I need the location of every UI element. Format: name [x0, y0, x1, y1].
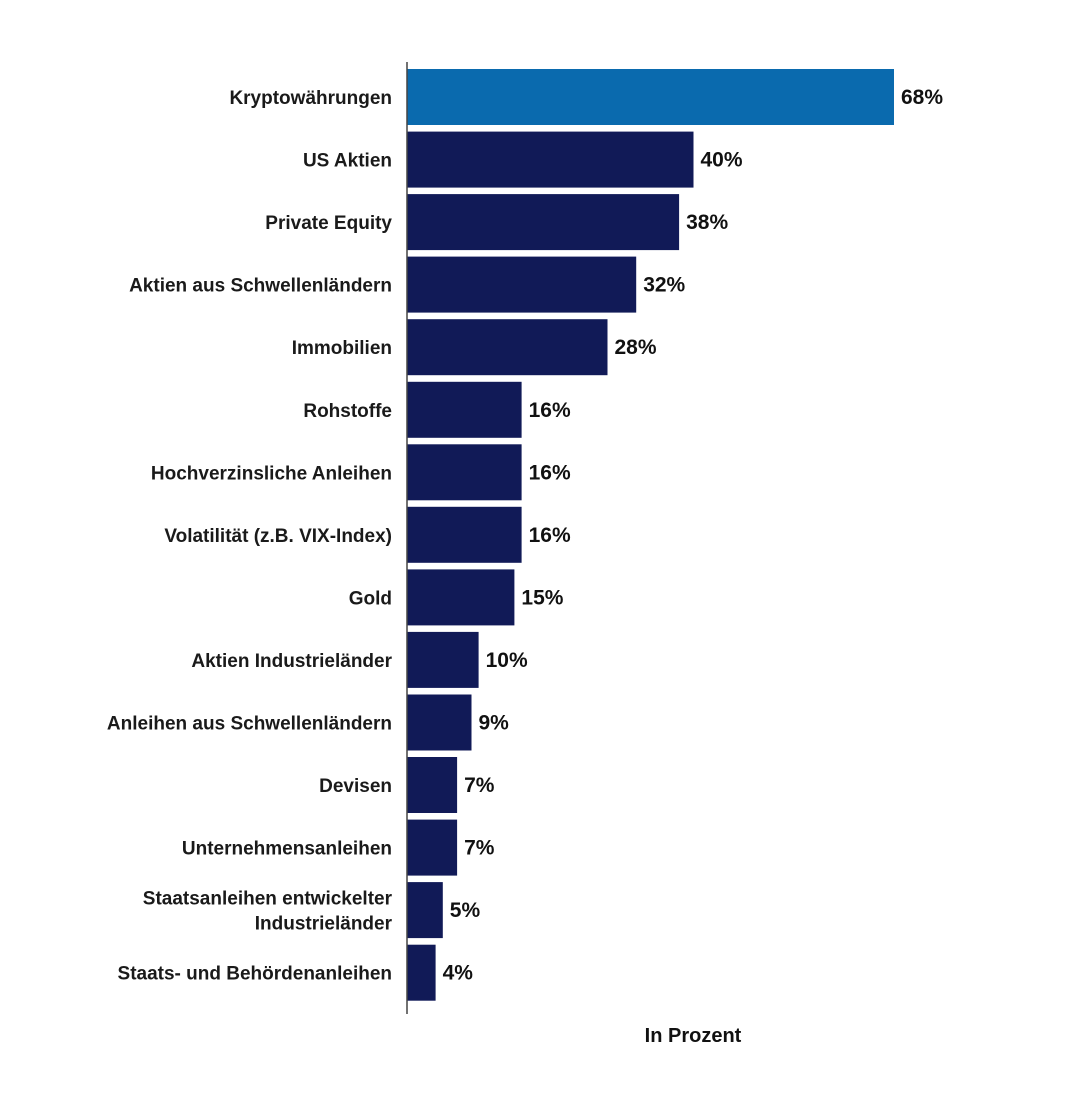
bar — [407, 194, 680, 251]
bar — [407, 944, 436, 1001]
bar — [407, 444, 522, 501]
category-label: Hochverzinsliche Anleihen — [151, 463, 392, 484]
bar — [407, 819, 458, 876]
bar — [407, 569, 515, 626]
bar-value-label: 16% — [529, 524, 571, 547]
category-labels-group: Kryptowährungen US Aktien Private Equity Ak… — [107, 88, 393, 985]
category-label: Private Equity — [265, 213, 392, 234]
bar — [407, 631, 479, 688]
bar — [407, 69, 894, 125]
category-label: Kryptowährungen — [229, 88, 392, 109]
bar-value-label: 5% — [450, 899, 481, 922]
bar — [407, 757, 458, 813]
category-label: Immobilien — [292, 338, 392, 359]
bar-value-label: 10% — [486, 649, 528, 672]
category-label: Devisen — [319, 776, 392, 797]
bar-value-label: 15% — [521, 586, 563, 609]
bar-value-label: 28% — [615, 336, 657, 359]
bar-value-label: 16% — [529, 399, 571, 422]
bar — [407, 256, 637, 313]
bar-value-label: 40% — [701, 149, 743, 172]
bar-value-label: 16% — [529, 461, 571, 484]
category-label: Aktien aus Schwellenländern — [129, 276, 392, 297]
bar — [407, 506, 522, 563]
bar-value-label: 38% — [686, 211, 728, 234]
category-label: Unternehmensanleihen — [182, 839, 392, 860]
bar-value-label: 32% — [643, 274, 685, 297]
bar — [407, 131, 694, 188]
bars-group — [407, 69, 894, 1001]
category-label: US Aktien — [303, 151, 392, 172]
bar-value-label: 7% — [464, 837, 495, 860]
bar-value-label: 4% — [443, 962, 474, 985]
bar — [407, 381, 522, 438]
value-labels-group: 68% 40% 38% 32% 28% 16% 16% 16% 15% 10% 9% 7% 7% 5% 4% — [443, 86, 944, 985]
category-label: Gold — [349, 588, 392, 609]
category-label: Volatilität (z.B. VIX-Index) — [164, 526, 392, 547]
x-axis-title: In Prozent — [645, 1025, 742, 1047]
category-label: Rohstoffe — [303, 401, 392, 422]
bar — [407, 694, 472, 751]
category-label: Staats- und Behördenanleihen — [118, 964, 392, 985]
category-label: Staatsanleihen entwickelter — [143, 889, 393, 910]
bar-value-label: 68% — [901, 86, 943, 109]
category-label: Anleihen aus Schwellenländern — [107, 714, 392, 735]
category-label: Aktien Industrieländer — [191, 651, 392, 672]
bar-value-label: 7% — [464, 774, 495, 797]
bar — [407, 319, 608, 376]
bar-value-label: 9% — [479, 712, 510, 735]
bar — [407, 882, 443, 939]
category-label: Industrieländer — [255, 914, 393, 935]
